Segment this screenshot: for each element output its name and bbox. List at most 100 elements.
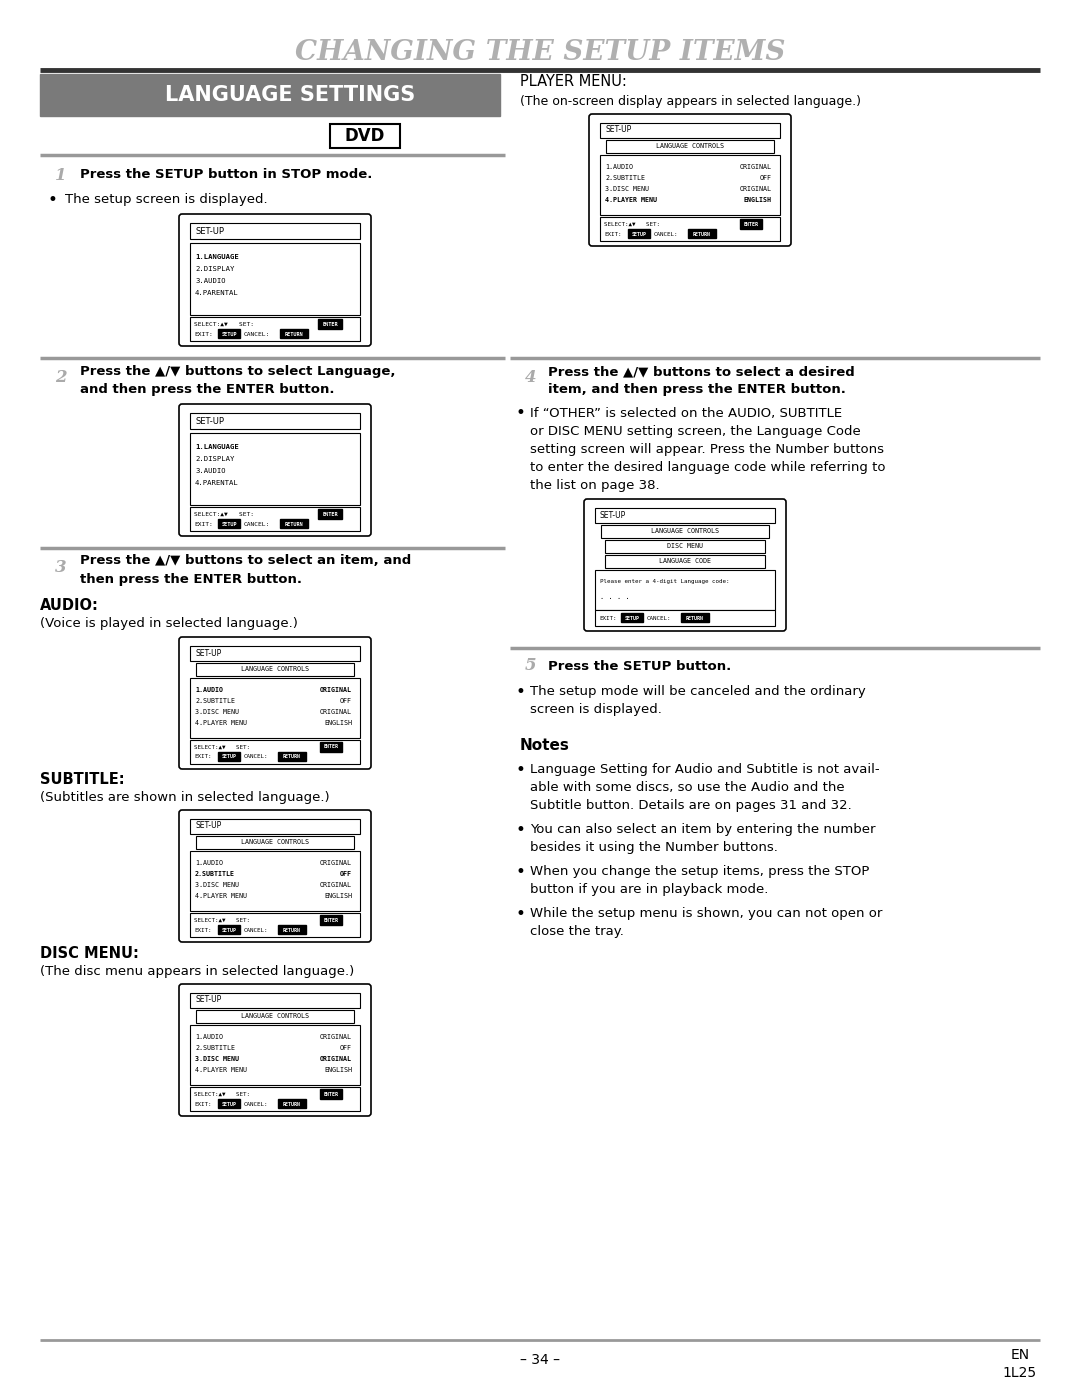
- Bar: [218, 330, 240, 338]
- Text: 3.DISC MENU: 3.DISC MENU: [195, 1056, 239, 1062]
- Text: 1.AUDIO: 1.AUDIO: [195, 1034, 222, 1039]
- Bar: [190, 1025, 360, 1085]
- Text: DVD: DVD: [345, 127, 386, 145]
- Bar: [595, 570, 775, 610]
- Bar: [195, 1010, 354, 1023]
- FancyBboxPatch shape: [179, 810, 372, 942]
- Bar: [190, 224, 360, 239]
- Text: close the tray.: close the tray.: [530, 925, 624, 939]
- Bar: [600, 217, 780, 242]
- Text: OFF: OFF: [760, 175, 772, 182]
- Text: RETURN: RETURN: [283, 754, 301, 760]
- Text: 1.LANGUAGE: 1.LANGUAGE: [195, 254, 239, 260]
- Text: SETUP: SETUP: [624, 616, 639, 620]
- Text: LANGUAGE SETTINGS: LANGUAGE SETTINGS: [165, 85, 415, 105]
- Text: the list on page 38.: the list on page 38.: [530, 479, 660, 492]
- Text: •: •: [515, 905, 525, 923]
- Text: 1.AUDIO: 1.AUDIO: [195, 861, 222, 866]
- Text: – 34 –: – 34 –: [519, 1354, 561, 1368]
- Text: ENTER: ENTER: [324, 745, 338, 750]
- Text: SET-UP: SET-UP: [195, 648, 221, 658]
- Text: SET-UP: SET-UP: [195, 226, 225, 236]
- Text: EXIT:: EXIT:: [599, 616, 617, 620]
- Text: 3: 3: [55, 559, 67, 576]
- Text: 1.AUDIO: 1.AUDIO: [195, 687, 222, 693]
- FancyBboxPatch shape: [584, 499, 786, 631]
- Text: The setup mode will be canceled and the ordinary: The setup mode will be canceled and the …: [530, 686, 866, 698]
- Bar: [190, 819, 360, 834]
- Text: 1L25: 1L25: [1003, 1366, 1037, 1380]
- Bar: [621, 613, 643, 622]
- FancyBboxPatch shape: [179, 214, 372, 346]
- Text: ORIGINAL: ORIGINAL: [740, 186, 772, 191]
- Bar: [600, 123, 780, 138]
- Text: RETURN: RETURN: [285, 521, 303, 527]
- Bar: [318, 319, 342, 330]
- Text: (Voice is played in selected language.): (Voice is played in selected language.): [40, 617, 298, 630]
- Text: 1.AUDIO: 1.AUDIO: [605, 163, 633, 170]
- Text: setting screen will appear. Press the Number buttons: setting screen will appear. Press the Nu…: [530, 443, 885, 455]
- Text: LANGUAGE CONTROLS: LANGUAGE CONTROLS: [651, 528, 719, 534]
- Text: ENGLISH: ENGLISH: [324, 1067, 352, 1073]
- Text: EXIT:: EXIT:: [604, 232, 621, 236]
- Text: ORIGINAL: ORIGINAL: [320, 710, 352, 715]
- Text: 2.DISPLAY: 2.DISPLAY: [195, 455, 234, 462]
- Text: item, and then press the ENTER button.: item, and then press the ENTER button.: [548, 384, 846, 397]
- Text: EXIT:: EXIT:: [194, 521, 213, 527]
- Text: •: •: [515, 863, 525, 882]
- Text: 3.DISC MENU: 3.DISC MENU: [195, 882, 239, 888]
- Text: 5: 5: [525, 658, 537, 675]
- Text: OFF: OFF: [340, 698, 352, 704]
- Text: SELECT:▲▼   SET:: SELECT:▲▼ SET:: [194, 1091, 249, 1097]
- Text: RETURN: RETURN: [283, 928, 301, 933]
- Text: SET-UP: SET-UP: [605, 126, 631, 134]
- Text: ENTER: ENTER: [743, 222, 758, 226]
- Text: 4: 4: [525, 369, 537, 387]
- FancyBboxPatch shape: [179, 637, 372, 768]
- Text: OFF: OFF: [340, 870, 352, 877]
- Text: LANGUAGE CONTROLS: LANGUAGE CONTROLS: [241, 666, 309, 672]
- Text: 4.PARENTAL: 4.PARENTAL: [195, 291, 239, 296]
- Text: Press the ▲/▼ buttons to select an item, and: Press the ▲/▼ buttons to select an item,…: [80, 555, 411, 567]
- Text: DISC MENU: DISC MENU: [667, 543, 703, 549]
- Text: DISC MENU:: DISC MENU:: [40, 946, 139, 961]
- Text: CHANGING THE SETUP ITEMS: CHANGING THE SETUP ITEMS: [295, 39, 785, 66]
- Text: PLAYER MENU:: PLAYER MENU:: [519, 74, 626, 89]
- Text: Subtitle button. Details are on pages 31 and 32.: Subtitle button. Details are on pages 31…: [530, 799, 852, 813]
- Text: LANGUAGE CONTROLS: LANGUAGE CONTROLS: [241, 1013, 309, 1018]
- Text: Notes: Notes: [519, 738, 570, 753]
- Bar: [218, 752, 240, 761]
- Text: screen is displayed.: screen is displayed.: [530, 704, 662, 717]
- Bar: [320, 915, 342, 925]
- Text: ENTER: ENTER: [324, 918, 338, 922]
- Bar: [190, 645, 360, 661]
- FancyBboxPatch shape: [589, 115, 791, 246]
- Bar: [320, 742, 342, 752]
- Text: EN: EN: [1011, 1348, 1029, 1362]
- Text: SETUP: SETUP: [221, 928, 237, 933]
- Text: CANCEL:: CANCEL:: [244, 928, 269, 933]
- Text: 2.SUBTITLE: 2.SUBTITLE: [195, 698, 235, 704]
- Text: ORIGINAL: ORIGINAL: [320, 861, 352, 866]
- Text: SET-UP: SET-UP: [195, 416, 225, 426]
- Text: 2.SUBTITLE: 2.SUBTITLE: [195, 870, 235, 877]
- Text: 4.PLAYER MENU: 4.PLAYER MENU: [195, 719, 247, 726]
- Text: SELECT:▲▼   SET:: SELECT:▲▼ SET:: [194, 745, 249, 750]
- Text: RETURN: RETURN: [686, 616, 704, 620]
- Bar: [190, 317, 360, 341]
- Text: CANCEL:: CANCEL:: [244, 521, 270, 527]
- Bar: [190, 678, 360, 738]
- Text: button if you are in playback mode.: button if you are in playback mode.: [530, 883, 768, 897]
- Text: SELECT:▲▼   SET:: SELECT:▲▼ SET:: [194, 321, 254, 327]
- Text: SET-UP: SET-UP: [195, 821, 221, 830]
- Text: Please enter a 4-digit Language code:: Please enter a 4-digit Language code:: [600, 580, 729, 584]
- Bar: [688, 229, 716, 237]
- Text: EXIT:: EXIT:: [194, 928, 212, 933]
- Text: SETUP: SETUP: [221, 754, 237, 760]
- Text: able with some discs, so use the Audio and the: able with some discs, so use the Audio a…: [530, 781, 845, 795]
- Bar: [600, 155, 780, 215]
- Bar: [605, 541, 765, 553]
- Text: or DISC MENU setting screen, the Language Code: or DISC MENU setting screen, the Languag…: [530, 425, 861, 437]
- Bar: [595, 509, 775, 522]
- Bar: [190, 1087, 360, 1111]
